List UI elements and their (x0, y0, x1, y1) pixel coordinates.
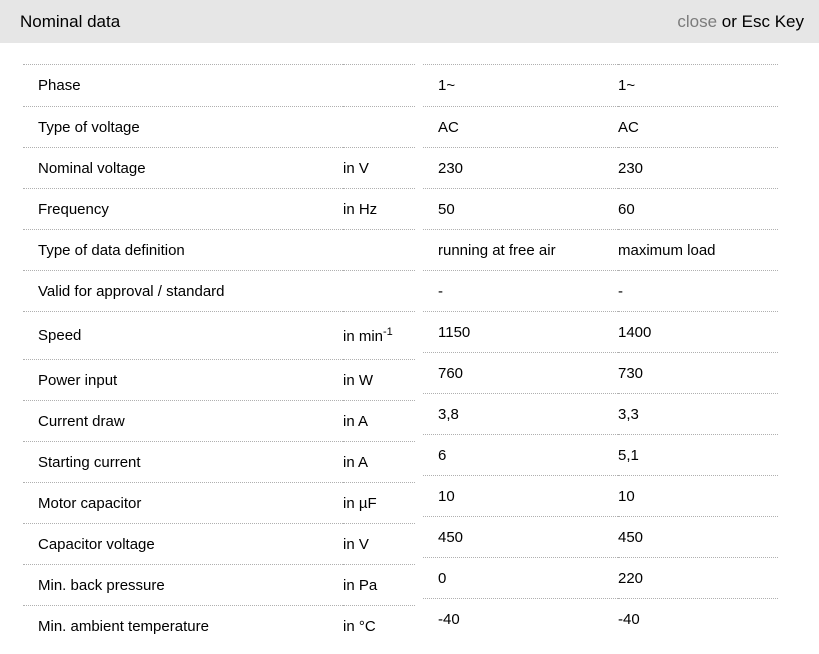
row-label: Current draw (23, 400, 343, 442)
table-row: 10 10 (423, 475, 778, 517)
table-row: Speed in min-1 (23, 311, 415, 360)
table-row: - - (423, 270, 778, 312)
table-row: 1150 1400 (423, 311, 778, 353)
row-unit (343, 64, 415, 107)
modal-header: Nominal data close or Esc Key (0, 0, 819, 43)
row-label: Capacitor voltage (23, 523, 343, 565)
row-value-col1: -40 (438, 610, 460, 628)
row-value-col1: AC (423, 106, 618, 148)
table-row: 3,8 3,3 (423, 393, 778, 435)
row-unit: in Hz (343, 188, 415, 230)
row-value-col1: 0 (423, 557, 618, 599)
row-label: Min. ambient temperature (38, 617, 209, 635)
table-row: 0 220 (423, 557, 778, 599)
row-unit: in V (343, 523, 415, 565)
row-value-col1: 230 (423, 147, 618, 189)
row-value-col2: AC (618, 106, 778, 148)
row-value-col1: 10 (423, 475, 618, 517)
page-title: Nominal data (20, 11, 121, 31)
table-row: 50 60 (423, 188, 778, 230)
table-row: 6 5,1 (423, 434, 778, 476)
labels-units-table: Phase Type of voltage Nominal voltage in… (23, 64, 415, 647)
row-unit: in W (343, 359, 415, 401)
table-row: 450 450 (423, 516, 778, 558)
row-value-col1: 6 (423, 434, 618, 476)
row-value-col2: 60 (618, 188, 778, 230)
row-value-col1: 1~ (423, 64, 618, 107)
row-value-col1: running at free air (423, 229, 618, 271)
table-row: Phase (23, 64, 415, 107)
row-label: Type of data definition (23, 229, 343, 271)
table-row: Nominal voltage in V (23, 147, 415, 189)
row-value-col2: 10 (618, 475, 778, 517)
row-value-col2: 3,3 (618, 393, 778, 435)
row-label: Min. back pressure (23, 564, 343, 606)
close-controls: close or Esc Key (677, 12, 804, 32)
row-label: Type of voltage (23, 106, 343, 148)
row-value-col1: 50 (423, 188, 618, 230)
row-label: Starting current (23, 441, 343, 483)
row-unit (343, 229, 415, 271)
row-value-col2: 1~ (618, 64, 778, 107)
row-unit: in Pa (343, 564, 415, 606)
row-label: Phase (23, 64, 343, 107)
row-value-col1: 1150 (423, 311, 618, 353)
table-row: Min. ambient temperature in °C (23, 606, 415, 647)
row-value-col1: 3,8 (423, 393, 618, 435)
row-value-col2: 220 (618, 557, 778, 599)
row-label: Frequency (23, 188, 343, 230)
row-value-col2: 230 (618, 147, 778, 189)
table-row: Valid for approval / standard (23, 270, 415, 312)
row-unit: in A (343, 400, 415, 442)
close-link[interactable]: close (677, 11, 718, 31)
unit-superscript: -1 (383, 326, 393, 338)
row-unit (343, 106, 415, 148)
table-row: -40 -40 (423, 599, 778, 640)
row-unit: in °C (343, 617, 376, 635)
row-label: Motor capacitor (23, 482, 343, 524)
table-row: Type of voltage (23, 106, 415, 148)
row-value-col2: 1400 (618, 311, 778, 353)
table-row: Type of data definition (23, 229, 415, 271)
table-row: Current draw in A (23, 400, 415, 442)
table-row: AC AC (423, 106, 778, 148)
row-value-col2: -40 (618, 610, 640, 628)
row-unit: in µF (343, 482, 415, 524)
table-row: 1~ 1~ (423, 64, 778, 107)
row-unit: in V (343, 147, 415, 189)
values-table: 1~ 1~ AC AC 230 230 50 60 running at fre… (423, 64, 778, 640)
row-value-col2: 730 (618, 352, 778, 394)
row-label: Speed (23, 311, 343, 360)
row-label: Nominal voltage (23, 147, 343, 189)
table-row: Frequency in Hz (23, 188, 415, 230)
row-value-col2: 5,1 (618, 434, 778, 476)
esc-key-hint: or Esc Key (717, 11, 804, 31)
table-row: 230 230 (423, 147, 778, 189)
table-row: running at free air maximum load (423, 229, 778, 271)
row-value-col1: - (423, 270, 618, 312)
row-value-col2: maximum load (618, 229, 778, 271)
row-unit: in A (343, 441, 415, 483)
table-row: Power input in W (23, 359, 415, 401)
table-row: Starting current in A (23, 441, 415, 483)
row-value-col1: 760 (423, 352, 618, 394)
table-row: Motor capacitor in µF (23, 482, 415, 524)
table-row: Min. back pressure in Pa (23, 564, 415, 606)
row-value-col2: 450 (618, 516, 778, 558)
row-label: Power input (23, 359, 343, 401)
table-row: 760 730 (423, 352, 778, 394)
row-value-col2: - (618, 270, 778, 312)
row-label: Valid for approval / standard (23, 270, 343, 312)
row-unit (343, 270, 415, 312)
table-row: Capacitor voltage in V (23, 523, 415, 565)
row-unit: in min-1 (343, 311, 415, 360)
nominal-data-table: Phase Type of voltage Nominal voltage in… (0, 64, 819, 647)
row-value-col1: 450 (423, 516, 618, 558)
